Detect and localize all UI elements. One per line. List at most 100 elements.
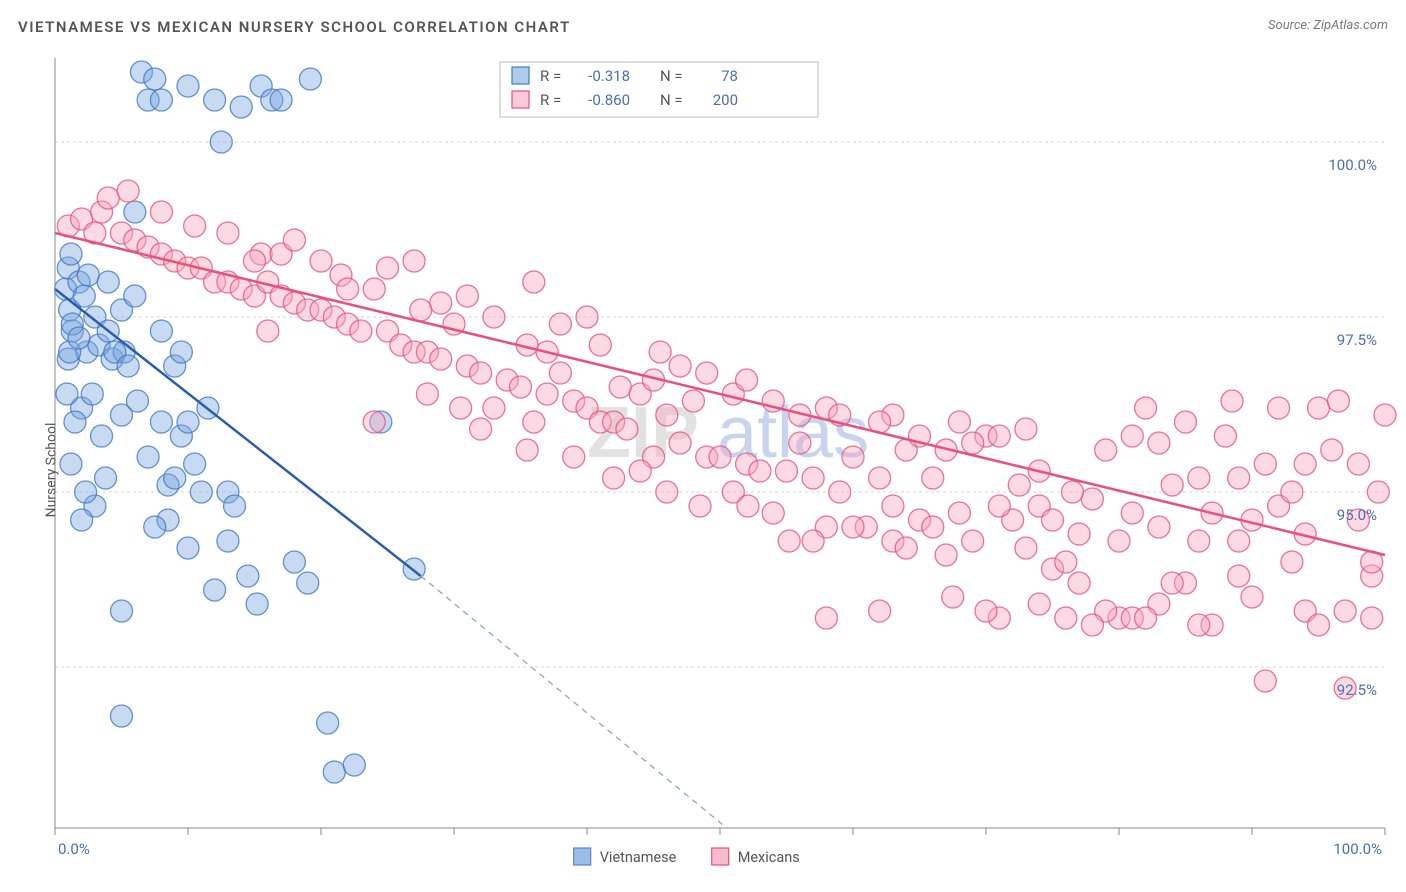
point-mexicans [1121,502,1143,524]
point-vietnamese [343,754,365,776]
point-mexicans [815,607,837,629]
point-mexicans [337,278,359,300]
point-mexicans [1327,390,1349,412]
point-vietnamese [144,68,166,90]
point-mexicans [450,397,472,419]
point-mexicans [709,446,731,468]
point-vietnamese [184,453,206,475]
point-mexicans [1188,614,1210,636]
point-mexicans [1028,593,1050,615]
point-mexicans [536,383,558,405]
point-vietnamese [230,96,252,118]
source-name: ZipAtlas.com [1313,18,1388,33]
point-mexicans [669,432,691,454]
point-mexicans [97,187,119,209]
point-mexicans [1081,488,1103,510]
point-mexicans [1068,523,1090,545]
x-tick-label-right: 100.0% [1333,840,1382,858]
point-mexicans [483,306,505,328]
point-vietnamese [150,89,172,111]
point-mexicans [789,432,811,454]
point-vietnamese [124,201,146,223]
point-vietnamese [177,411,199,433]
legend-n-label: N = [660,67,683,85]
point-mexicans [1121,425,1143,447]
point-vietnamese [237,565,259,587]
point-vietnamese [64,411,86,433]
point-vietnamese [150,320,172,342]
point-mexicans [1061,481,1083,503]
point-mexicans [842,446,864,468]
point-vietnamese [204,89,226,111]
point-mexicans [1321,439,1343,461]
point-mexicans [737,495,759,517]
legend-n-value: 78 [721,67,738,85]
point-mexicans [975,600,997,622]
point-mexicans [696,362,718,384]
point-mexicans [1361,607,1383,629]
point-mexicans [895,537,917,559]
point-mexicans [1148,432,1170,454]
point-vietnamese [75,481,97,503]
point-vietnamese [177,537,199,559]
point-mexicans [217,222,239,244]
point-mexicans [1161,474,1183,496]
point-mexicans [1095,439,1117,461]
point-mexicans [1055,607,1077,629]
point-mexicans [549,313,571,335]
point-mexicans [1135,397,1157,419]
source-prefix: Source: [1268,18,1313,33]
point-mexicans [1308,614,1330,636]
point-mexicans [1281,551,1303,573]
point-mexicans [842,516,864,538]
point-vietnamese [71,509,93,531]
point-vietnamese [60,243,82,265]
point-mexicans [1254,453,1276,475]
point-mexicans [1068,572,1090,594]
point-vietnamese [117,355,139,377]
point-mexicans [656,481,678,503]
y-tick-label: 100.0% [1328,156,1377,174]
point-mexicans [948,502,970,524]
legend-n-label: N = [660,91,683,109]
point-mexicans [869,467,891,489]
point-vietnamese [177,75,199,97]
point-mexicans [689,495,711,517]
point-mexicans [762,502,784,524]
point-mexicans [1188,467,1210,489]
point-mexicans [563,446,585,468]
point-vietnamese [323,761,345,783]
point-mexicans [470,362,492,384]
point-mexicans [403,250,425,272]
legend-r-label: R = [540,67,561,85]
point-mexicans [483,397,505,419]
point-mexicans [736,369,758,391]
point-vietnamese [297,572,319,594]
point-mexicans [778,530,800,552]
source-credit: Source: ZipAtlas.com [1268,18,1388,33]
point-vietnamese [137,446,159,468]
point-mexicans [1228,467,1250,489]
point-mexicans [377,257,399,279]
point-mexicans [416,383,438,405]
legend-r-label: R = [540,91,561,109]
point-vietnamese [124,285,146,307]
bottom-legend-swatch [574,848,591,865]
trendline-mexicans [55,233,1385,555]
bottom-legend-label: Vietnamese [600,849,677,866]
point-mexicans [257,320,279,342]
point-vietnamese [246,593,268,615]
point-mexicans [682,390,704,412]
point-mexicans [1374,404,1396,426]
point-mexicans [470,418,492,440]
point-mexicans [776,460,798,482]
point-mexicans [935,544,957,566]
point-mexicans [1241,586,1263,608]
point-mexicans [629,460,651,482]
point-mexicans [1308,397,1330,419]
point-vietnamese [299,68,321,90]
point-mexicans [1008,474,1030,496]
point-mexicans [1175,411,1197,433]
point-mexicans [1347,453,1369,475]
legend-n-value: 200 [713,91,738,109]
